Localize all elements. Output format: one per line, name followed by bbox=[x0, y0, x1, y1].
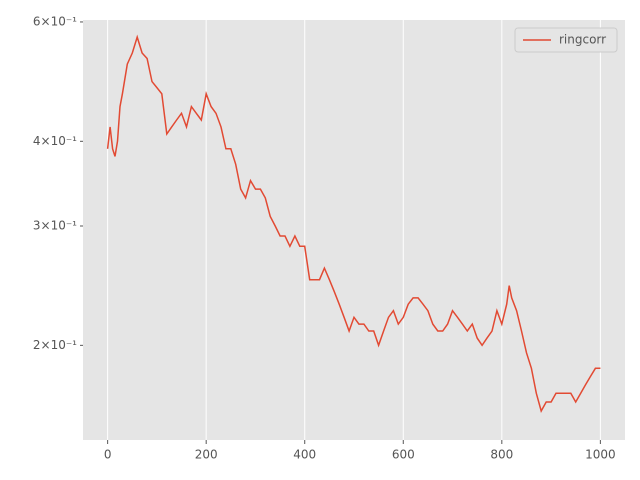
x-tick-label: 800 bbox=[490, 448, 513, 462]
y-tick-label: 4×10⁻¹ bbox=[33, 134, 77, 148]
y-tick-label: 6×10⁻¹ bbox=[33, 14, 77, 28]
line bbox=[106, 34, 601, 413]
x-tick-label: 200 bbox=[195, 448, 218, 462]
legend-label: ringcorr bbox=[559, 33, 606, 47]
plot-area bbox=[83, 20, 625, 440]
y-tick-label: 2×10⁻¹ bbox=[33, 338, 77, 352]
x-tick-label: 0 bbox=[104, 448, 112, 462]
legend: ringcorr bbox=[514, 27, 618, 53]
legend-box bbox=[514, 27, 618, 53]
y-tick-label: 3×10⁻¹ bbox=[33, 218, 77, 232]
x-tick-label: 400 bbox=[293, 448, 316, 462]
x-tick-label: 1000 bbox=[585, 448, 616, 462]
x-tick-label: 600 bbox=[392, 448, 415, 462]
